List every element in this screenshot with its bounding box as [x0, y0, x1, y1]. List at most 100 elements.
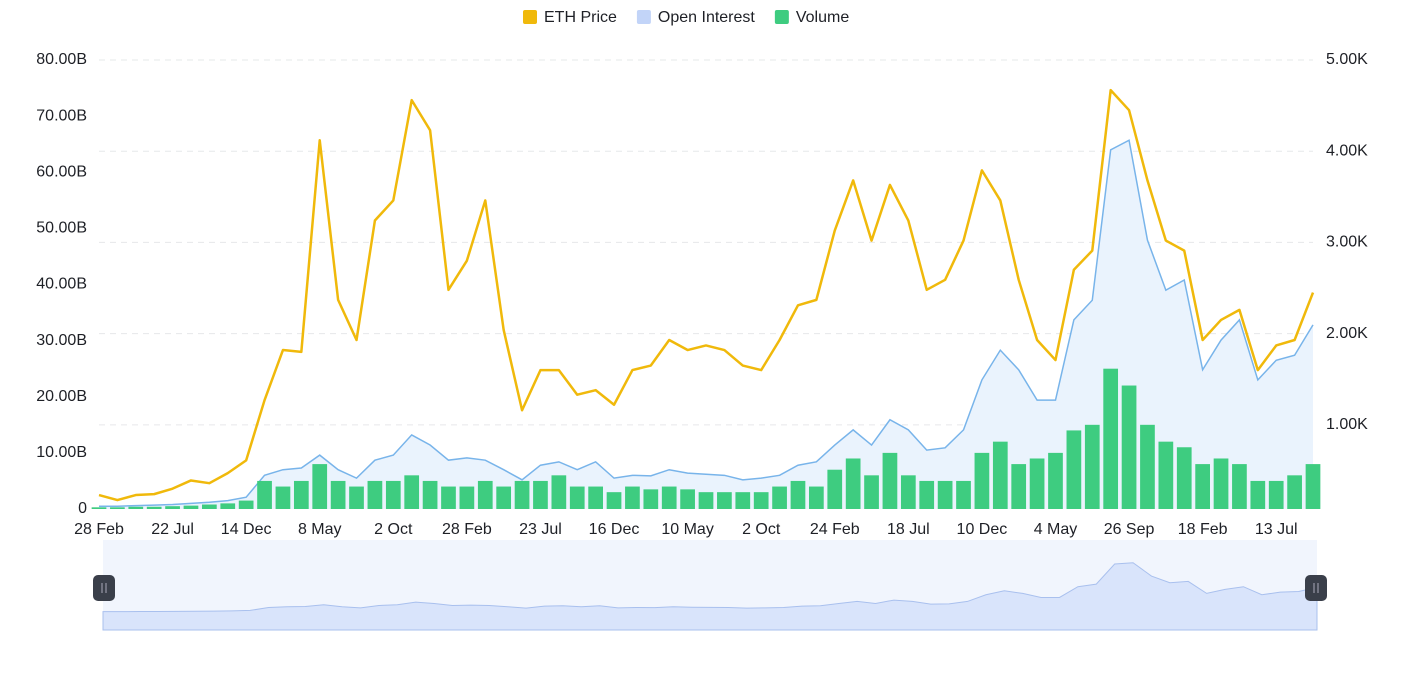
bar — [790, 480, 806, 509]
bar — [827, 469, 843, 509]
bar — [330, 480, 346, 509]
x-tick-label: 4 May — [1034, 521, 1078, 538]
bar — [735, 492, 751, 509]
bar — [91, 507, 107, 509]
bar — [257, 480, 272, 509]
bar — [753, 492, 769, 509]
bar — [183, 505, 199, 509]
legend-label: Open Interest — [658, 9, 756, 26]
bar — [1176, 447, 1192, 509]
legend-label: Volume — [796, 9, 849, 26]
x-tick-label: 16 Dec — [589, 521, 640, 538]
bar — [1268, 480, 1284, 509]
bar — [312, 464, 328, 509]
bar — [772, 486, 787, 509]
bar — [441, 486, 456, 509]
y-tick-label: 10.00B — [36, 444, 87, 461]
bar — [680, 489, 695, 509]
legend-item[interactable]: Open Interest — [636, 9, 756, 26]
y2-tick-label: 5.00K — [1326, 51, 1368, 68]
navigator-handle[interactable] — [1305, 575, 1327, 601]
y2-tick-label: 3.00K — [1326, 234, 1368, 251]
navigator — [93, 540, 1327, 631]
handle — [93, 575, 115, 601]
bar — [514, 480, 530, 509]
bar — [809, 486, 824, 509]
bar — [882, 452, 898, 509]
bar — [1250, 480, 1266, 509]
legend-item[interactable]: Volume — [774, 9, 849, 26]
bar — [165, 506, 180, 509]
bar — [625, 486, 640, 509]
legend-item[interactable]: ETH Price — [523, 9, 617, 26]
y-tick-label: 20.00B — [36, 388, 87, 405]
bar — [1066, 430, 1082, 509]
x-tick-label: 2 Oct — [374, 521, 413, 538]
bar — [551, 475, 567, 509]
y2-tick-label: 4.00K — [1326, 142, 1368, 159]
y-tick-label: 80.00B — [36, 51, 87, 68]
bar — [1195, 464, 1210, 509]
x-tick-label: 8 May — [298, 521, 342, 538]
bar — [220, 503, 236, 509]
x-tick-label: 24 Feb — [810, 521, 860, 538]
navigator-handle[interactable] — [93, 575, 115, 601]
bar — [643, 489, 659, 509]
bar — [1121, 385, 1137, 509]
x-tick-label: 18 Jul — [887, 521, 930, 538]
navigator-area — [102, 562, 1318, 631]
x-tick-label: 26 Sep — [1104, 521, 1155, 538]
bar — [459, 486, 475, 509]
y-tick-label: 30.00B — [36, 332, 87, 349]
bar — [588, 486, 603, 509]
bar — [717, 492, 732, 509]
bar — [606, 492, 622, 509]
bar — [238, 500, 254, 509]
x-tick-label: 14 Dec — [221, 521, 272, 538]
x-tick-label: 23 Jul — [519, 521, 562, 538]
y-tick-label: 70.00B — [36, 107, 87, 124]
bar — [146, 506, 162, 509]
legend-swatch — [636, 10, 651, 24]
bar — [385, 480, 401, 509]
bar — [422, 480, 438, 509]
bar — [367, 480, 383, 509]
bar — [900, 475, 916, 509]
legend-swatch — [774, 10, 789, 24]
x-tick-label: 10 May — [661, 521, 713, 538]
bar — [1029, 458, 1045, 509]
bar — [1287, 475, 1302, 509]
x-tick-label: 28 Feb — [442, 521, 492, 538]
bar — [956, 480, 971, 509]
bar — [1140, 424, 1155, 509]
bar — [1213, 458, 1229, 509]
x-tick-label: 2 Oct — [742, 521, 781, 538]
bar — [1305, 464, 1321, 509]
bar — [404, 475, 420, 509]
bar — [1011, 464, 1027, 509]
bar — [110, 507, 125, 509]
y-tick-label: 40.00B — [36, 276, 87, 293]
handle — [1305, 575, 1327, 601]
bar — [293, 480, 309, 509]
bar — [496, 486, 512, 509]
bar — [128, 506, 144, 509]
bar — [661, 486, 677, 509]
y-tick-label: 0 — [78, 500, 87, 517]
legend-swatch — [523, 10, 537, 24]
area — [99, 140, 1313, 510]
legend-label: ETH Price — [544, 9, 617, 26]
bar — [864, 475, 879, 509]
bar — [1048, 452, 1063, 509]
bar — [1084, 424, 1100, 509]
x-tick-label: 10 Dec — [957, 521, 1008, 538]
bar — [919, 480, 935, 509]
bar — [937, 480, 953, 509]
bar — [1232, 464, 1247, 509]
bar — [349, 486, 364, 509]
bar — [845, 458, 861, 509]
x-tick-label: 18 Feb — [1178, 521, 1228, 538]
bar — [1103, 368, 1119, 509]
x-tick-label: 22 Jul — [151, 521, 194, 538]
